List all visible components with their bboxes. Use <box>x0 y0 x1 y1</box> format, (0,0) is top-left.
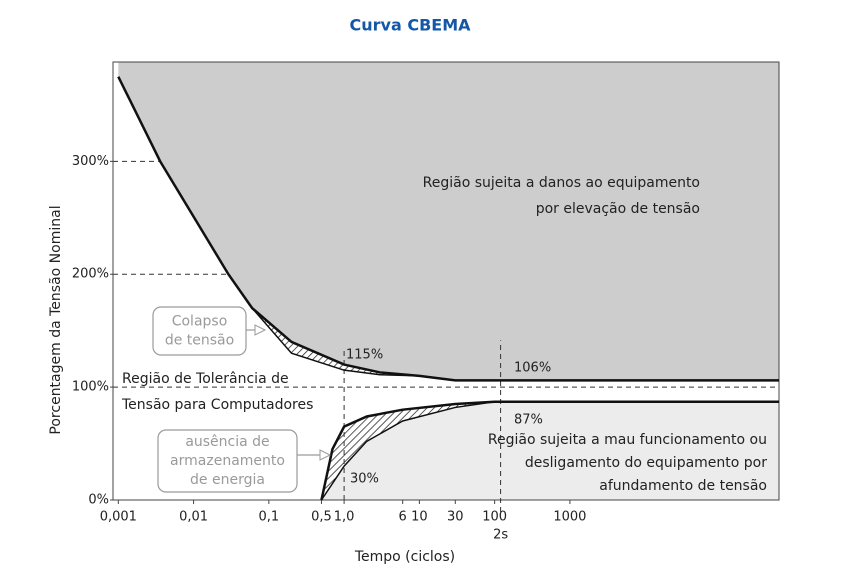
callout-text: de tensão <box>165 333 234 349</box>
x-tick-label: 100 <box>482 510 507 525</box>
callout-box <box>152 306 247 356</box>
annotation: desligamento do equipamento por <box>525 455 767 471</box>
callout-box <box>157 429 298 493</box>
callout-text: Colapso <box>172 314 228 330</box>
annotation: Região sujeita a mau funcionamento ou <box>488 432 767 448</box>
callout-text: de energia <box>190 472 265 488</box>
marker-label: 2s <box>493 528 508 543</box>
x-tick-label: 0,1 <box>258 510 279 525</box>
annotation: 115% <box>346 348 383 363</box>
annotation: 106% <box>514 361 551 376</box>
x-tick-label: 0,001 <box>100 510 137 525</box>
annotation: Região de Tolerância de <box>122 371 289 387</box>
undervoltage-region <box>321 401 779 500</box>
x-tick-label: 0,5 <box>311 510 332 525</box>
callout-arrowhead <box>254 324 267 336</box>
curve <box>320 401 495 501</box>
annotation: por elevação de tensão <box>536 201 700 217</box>
annotation: afundamento de tensão <box>599 478 767 494</box>
x-tick-label: 1000 <box>553 510 586 525</box>
overvoltage-region <box>118 62 780 381</box>
curve <box>117 76 779 382</box>
callout-text: armazenamento <box>170 453 285 469</box>
x-tick-label: 1,0 <box>334 510 355 525</box>
annotation: Tensão para Computadores <box>121 397 313 413</box>
curve <box>251 307 420 377</box>
y-tick-label: 0% <box>88 493 109 508</box>
annotation: 87% <box>514 413 543 428</box>
chart-title: Curva CBEMA <box>350 16 472 35</box>
hatch-area <box>321 401 495 500</box>
x-axis-title: Tempo (ciclos) <box>354 549 455 565</box>
x-tick-label: 0,01 <box>179 510 208 525</box>
plot-frame <box>112 61 780 501</box>
x-tick-label: 30 <box>447 510 464 525</box>
y-axis-title: Porcentagem da Tensão Nominal <box>48 205 64 434</box>
y-tick-label: 100% <box>72 380 109 395</box>
callout-arrowhead <box>319 449 332 461</box>
x-tick-label: 6 <box>399 510 407 525</box>
callout-text: ausência de <box>185 434 269 450</box>
y-tick-label: 300% <box>72 154 109 169</box>
y-tick-label: 200% <box>72 267 109 282</box>
x-tick-label: 10 <box>411 510 428 525</box>
annotation: Região sujeita a danos ao equipamento <box>423 175 700 191</box>
annotation: 30% <box>350 472 379 487</box>
